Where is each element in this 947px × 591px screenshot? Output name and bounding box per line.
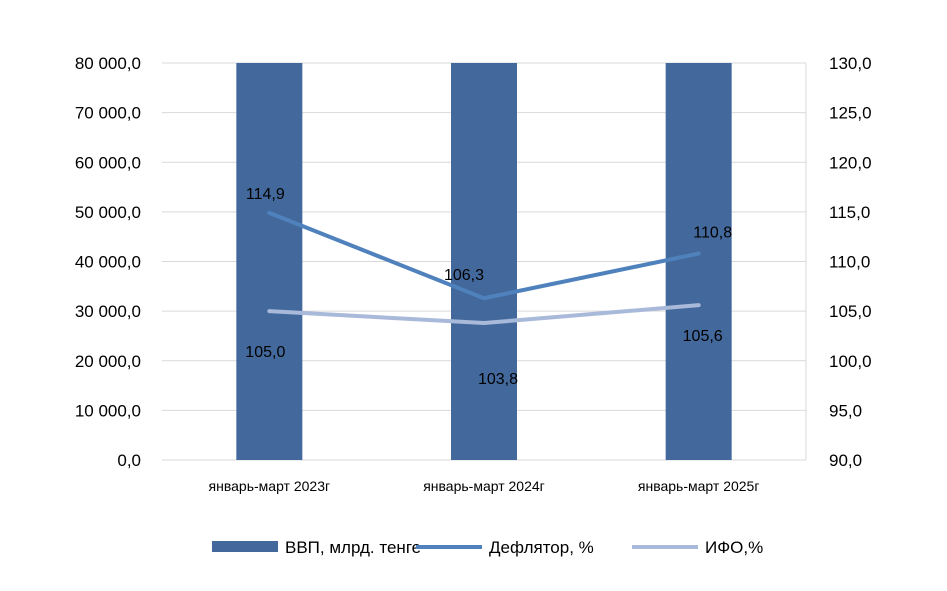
legend-item-ifo: ИФО,%: [632, 538, 763, 557]
legend-label-ifo: ИФО,%: [705, 538, 763, 557]
bar-gdp: [236, 63, 303, 460]
y-right-tick-label: 90,0: [829, 451, 862, 470]
point-deflator: [268, 212, 270, 214]
y-right-tick-label: 120,0: [829, 153, 872, 172]
y-right-tick-label: 95,0: [829, 401, 862, 420]
data-label-deflator: 106,3: [444, 267, 484, 284]
y-left-tick-label: 30 000,0: [75, 302, 141, 321]
x-tick-label: январь-март 2023г: [209, 478, 331, 494]
y-right-tick-label: 115,0: [829, 203, 870, 222]
legend-item-gdp: ВВП, млрд. тенге: [212, 538, 421, 557]
legend-item-deflator: Дефлятор, %: [416, 538, 594, 557]
data-labels: 114,9 106,3 110,8 105,0 103,8 105,6: [245, 186, 732, 388]
legend: ВВП, млрд. тенге Дефлятор, % ИФО,%: [212, 538, 763, 557]
y-left-tick-label: 60 000,0: [75, 153, 141, 172]
point-deflator: [698, 253, 700, 255]
y-left-tick-label: 80 000,0: [75, 54, 141, 73]
legend-swatch-gdp: [212, 541, 278, 552]
data-label-deflator: 114,9: [246, 186, 285, 203]
y-left-tick-label: 70 000,0: [75, 104, 141, 123]
y-left-tick-label: 10 000,0: [75, 401, 141, 420]
x-tick-label: январь-март 2025г: [638, 478, 760, 494]
point-ifo: [483, 322, 485, 324]
y-left-tick-label: 40 000,0: [75, 253, 141, 272]
data-label-ifo: 105,0: [245, 344, 285, 361]
legend-label-deflator: Дефлятор, %: [489, 538, 594, 557]
point-deflator: [483, 297, 485, 299]
y-left-tick-label: 20 000,0: [75, 352, 141, 371]
bars: [236, 63, 732, 460]
tick-labels: 0,0 10 000,0 20 000,0 30 000,0 40 000,0 50 00…: [75, 54, 872, 494]
data-label-ifo: 105,6: [683, 328, 723, 345]
y-right-tick-label: 130,0: [829, 54, 872, 73]
y-right-tick-label: 105,0: [829, 302, 872, 321]
bar-gdp: [665, 63, 732, 460]
bar-gdp: [451, 63, 517, 460]
data-label-ifo: 103,8: [478, 371, 518, 388]
x-tick-label: январь-март 2024г: [423, 478, 545, 494]
y-left-tick-label: 0,0: [117, 451, 141, 470]
y-left-tick-label: 50 000,0: [75, 203, 141, 222]
legend-label-gdp: ВВП, млрд. тенге: [285, 538, 421, 557]
data-label-deflator: 110,8: [693, 225, 732, 242]
y-right-tick-label: 125,0: [829, 104, 872, 123]
lines: [267, 210, 701, 326]
y-right-tick-label: 110,0: [829, 253, 870, 272]
point-ifo: [268, 310, 270, 312]
point-ifo: [698, 304, 700, 306]
y-right-tick-label: 100,0: [829, 352, 872, 371]
